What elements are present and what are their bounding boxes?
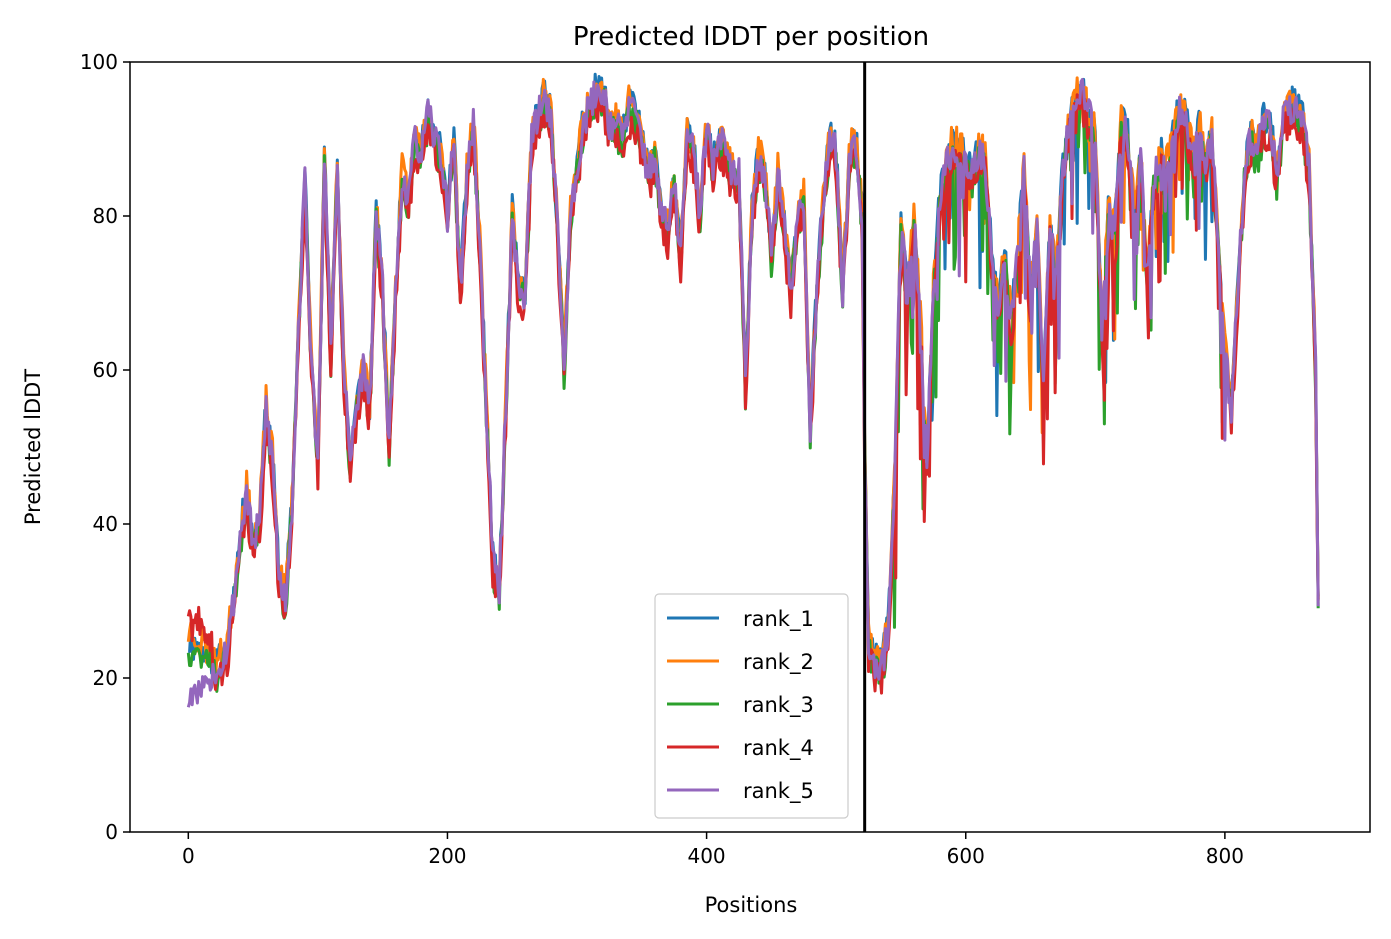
x-axis-title: Positions: [705, 893, 798, 917]
plot-frame: [129, 61, 1371, 833]
legend-label-rank_4: rank_4: [743, 736, 814, 761]
y-axis-title: Predicted lDDT: [21, 369, 45, 525]
series-layer: [186, 72, 1320, 708]
y-axis: 0 20 40 60 80 100: [80, 50, 130, 844]
series-line-rank_5: [186, 77, 1320, 708]
x-tick-label: 600: [947, 844, 985, 868]
y-tick-label: 100: [80, 50, 118, 74]
legend-label-rank_3: rank_3: [743, 693, 814, 718]
y-tick-label: 20: [93, 666, 118, 690]
y-tick-label: 40: [93, 512, 118, 536]
plot-area: [129, 61, 1371, 833]
x-axis: 0 200 400 600 800: [182, 832, 1244, 868]
legend-label-rank_5: rank_5: [743, 779, 814, 804]
chart-title: Predicted lDDT per position: [573, 22, 929, 52]
x-tick-label: 200: [428, 844, 466, 868]
x-tick-label: 400: [687, 844, 725, 868]
x-tick-label: 0: [182, 844, 195, 868]
y-tick-label: 0: [105, 820, 118, 844]
legend-label-rank_1: rank_1: [743, 607, 814, 632]
legend: rank_1 rank_2 rank_3 rank_4 rank_5: [654, 593, 849, 819]
y-tick-label: 60: [93, 358, 118, 382]
legend-label-rank_2: rank_2: [743, 650, 814, 675]
legend-box: [654, 593, 849, 819]
y-tick-label: 80: [93, 204, 118, 228]
x-tick-label: 800: [1206, 844, 1244, 868]
